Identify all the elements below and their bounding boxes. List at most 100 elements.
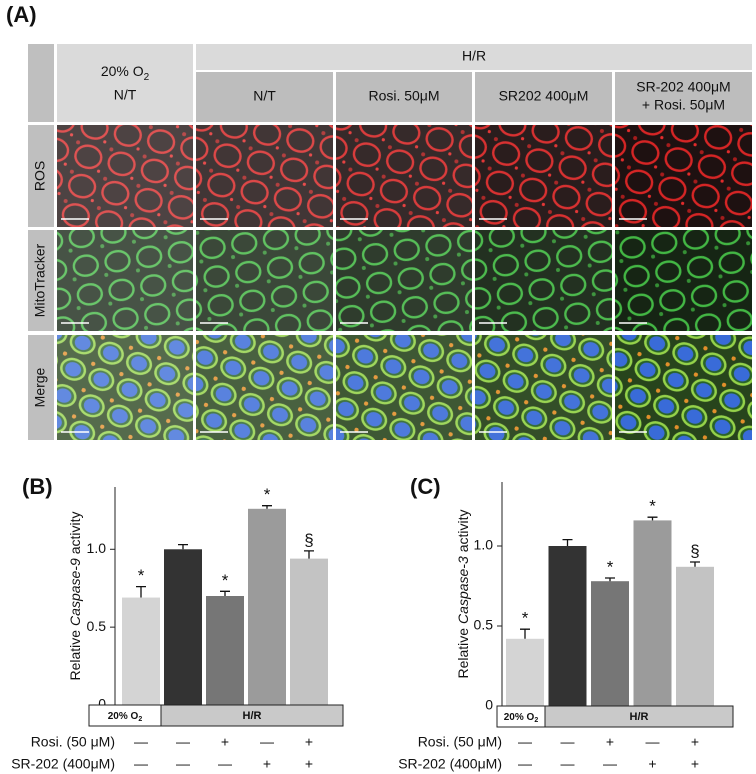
condition-mark: + [691,734,699,750]
y-tick-label: 0 [485,697,493,713]
condition-mark: + [648,756,656,772]
micrograph [475,335,612,440]
header-text: N/T [114,87,137,103]
bar [290,558,328,705]
annotation: § [304,530,313,549]
group-label-text: 20% O [108,711,139,722]
group-label-sub: 2 [138,716,142,723]
micrograph [196,335,333,440]
row-label: MitoTracker [32,243,48,317]
header-cell [57,44,193,122]
micrograph [196,125,333,227]
condition-mark: — [260,734,274,750]
condition-mark: + [305,734,313,750]
header-corner [28,44,54,122]
annotation: * [222,571,229,590]
panel-label: (A) [6,2,37,27]
group-label: H/R [630,711,649,723]
condition-mark: + [221,734,229,750]
y-axis-label-part: Relative [67,630,83,681]
annotation: * [522,609,529,628]
row-header [28,125,54,227]
micrograph [336,230,472,331]
bar [248,508,286,705]
bar [122,597,160,705]
header-text: + Rosi. 50μM [642,97,725,113]
y-axis-label-part: activity [67,511,83,554]
condition-mark: + [606,734,614,750]
y-axis-label-part: Relative [455,628,471,679]
y-tick-label: 0.5 [87,618,107,634]
group-label: 20% O2 [504,712,539,724]
error-bar [605,577,615,582]
condition-mark: + [691,756,699,772]
group-box [544,705,734,728]
condition-label: Rosi. (50 μM) [31,734,115,750]
condition-mark: — [561,756,575,772]
header-text: H/R [462,48,486,64]
annotation: * [607,557,614,576]
condition-mark: — [134,756,148,772]
group-label-text: 20% O [504,712,535,723]
micrograph [615,125,752,227]
bar [506,638,544,706]
bar [548,546,587,706]
micrograph [57,335,193,440]
bar [591,581,629,706]
error-bar [136,586,146,598]
panel-a: 20% O2 N/T H/R N/T Rosi. 50μM SR202 400μM SR-2… [28,44,752,440]
panel-label: (C) [410,474,441,499]
condition-mark: — [176,734,190,750]
group-box [160,704,344,727]
header-text: SR202 400μM [499,88,589,104]
condition-mark: + [263,756,271,772]
annotation: * [264,485,271,504]
y-axis-label-part: Caspase-3 [455,556,471,624]
y-axis-label: Relative Caspase-9 activity [67,511,83,680]
micrograph [57,125,193,227]
header-text: 20% O2 [101,63,150,83]
bar [633,520,672,706]
error-bar [562,538,573,546]
group-label: H/R [243,710,262,722]
condition-mark: — [646,734,660,750]
bar [676,566,714,706]
header-text: 20% O [101,63,144,79]
error-bar [220,590,230,596]
y-axis-label-part: Caspase-9 [67,558,83,626]
condition-mark: — [518,756,532,772]
annotation: * [649,497,656,516]
error-bar [178,543,188,550]
condition-mark: — [134,734,148,750]
condition-mark: — [603,756,617,772]
annotation: § [690,541,699,560]
row-header [28,335,54,440]
y-tick-label: 0 [98,696,106,712]
row-label: Merge [32,367,48,407]
charts: (B) 0 0.5 1.0 Relative Caspase-9 activity * * * § 2… [11,474,734,772]
condition-label: SR-202 (400μM) [398,756,502,772]
bar [164,549,202,705]
error-bar [520,628,530,639]
micrograph [475,125,612,227]
y-axis-label: Relative Caspase-3 activity [455,509,471,678]
row-header [28,230,54,331]
micrograph [196,230,333,331]
header-cell [196,44,752,70]
micrograph [336,335,472,440]
group-label-sub: 2 [534,717,538,724]
header-cell [475,72,612,122]
header-text: N/T [253,88,276,104]
condition-mark: — [561,734,575,750]
y-tick-label: 1.0 [87,540,107,556]
condition-label: SR-202 (400μM) [11,756,115,772]
row-label: ROS [32,161,48,191]
y-axis-label-part: activity [455,509,471,552]
micrograph [615,335,752,440]
group-label: 20% O2 [108,711,143,723]
annotation: * [138,566,145,585]
condition-mark: + [305,756,313,772]
header-sub: 2 [144,72,150,83]
